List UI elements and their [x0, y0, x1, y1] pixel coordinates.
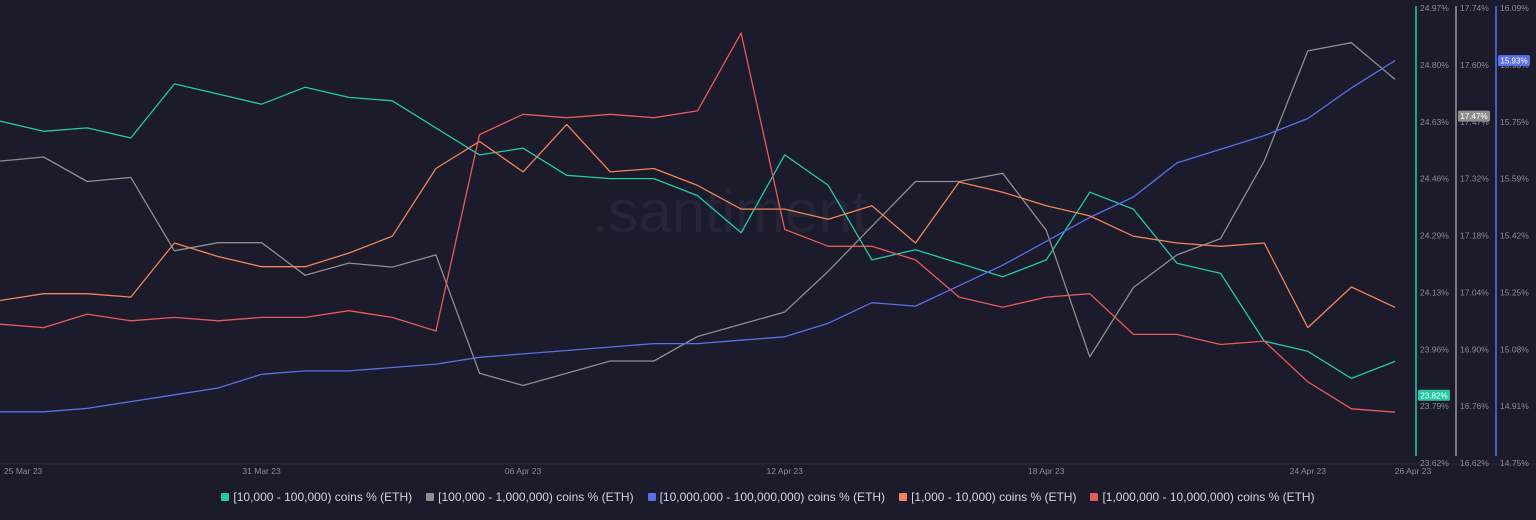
y-tick-label: 16.90%	[1460, 344, 1489, 354]
y-tick-label: 24.46%	[1420, 174, 1449, 184]
end-value-badge-1: 17.47%	[1458, 110, 1490, 122]
watermark: .santiment	[592, 178, 869, 245]
y-tick-label: 17.74%	[1460, 3, 1489, 13]
legend-label: [1,000 - 10,000) coins % (ETH)	[911, 490, 1077, 504]
legend-swatch	[221, 493, 230, 501]
series-line-0	[0, 83, 1396, 380]
y-tick-label: 17.60%	[1460, 60, 1489, 70]
y-tick-label: 24.63%	[1420, 117, 1449, 127]
y-tick-label: 24.80%	[1420, 60, 1449, 70]
y-tick-label: 16.76%	[1460, 401, 1489, 411]
x-axis: 25 Mar 23 31 Mar 23 06 Apr 23 12 Apr 23 18 A…	[4, 466, 1431, 476]
chart-area: .santiment 25 Mar 23 31 Mar 23 06 Apr 23 12…	[0, 3, 1536, 476]
legend-label: [1,000,000 - 10,000,000) coins % (ETH)	[1102, 490, 1315, 504]
legend-item-0[interactable]: [10,000 - 100,000) coins % (ETH)	[221, 490, 412, 504]
legend-swatch	[647, 493, 656, 501]
legend-label: [10,000,000 - 100,000,000) coins % (ETH)	[659, 490, 886, 504]
x-tick-label: 12 Apr 23	[766, 466, 803, 476]
y-tick-label: 15.08%	[1500, 344, 1529, 354]
legend-label: [100,000 - 1,000,000) coins % (ETH)	[438, 490, 634, 504]
legend-item-3[interactable]: [1,000 - 10,000) coins % (ETH)	[899, 490, 1076, 504]
legend: [10,000 - 100,000) coins % (ETH) [100,000…	[0, 490, 1536, 504]
y-tick-label: 16.09%	[1500, 3, 1529, 13]
legend-item-4[interactable]: [1,000,000 - 10,000,000) coins % (ETH)	[1090, 490, 1315, 504]
end-value-badge-bg	[1418, 389, 1450, 401]
y-tick-label: 15.75%	[1500, 117, 1529, 127]
y-tick-label: 23.96%	[1420, 344, 1449, 354]
end-value-badge-label: 23.82%	[1420, 391, 1447, 400]
y-tick-label: 14.75%	[1500, 458, 1529, 468]
x-tick-label: 31 Mar 23	[242, 466, 281, 476]
end-value-badge-0: 23.82%	[1418, 389, 1450, 401]
y-axes: 24.97% 24.80% 24.63% 24.46% 24.29% 24.13% 23.9…	[1415, 3, 1530, 468]
y-tick-label: 17.18%	[1460, 231, 1489, 241]
legend-label: [10,000 - 100,000) coins % (ETH)	[233, 490, 413, 504]
y-tick-label: 17.47%	[1460, 117, 1489, 127]
y-tick-label: 23.62%	[1420, 458, 1449, 468]
y-tick-label: 23.79%	[1420, 401, 1449, 411]
legend-swatch	[899, 493, 908, 501]
legend-swatch	[1090, 493, 1099, 501]
series-line-4	[0, 32, 1396, 413]
y-tick-label: 15.59%	[1500, 174, 1529, 184]
x-tick-label: 06 Apr 23	[505, 466, 542, 476]
x-tick-label: 25 Mar 23	[4, 466, 43, 476]
y-tick-label: 24.13%	[1420, 287, 1449, 297]
y-tick-label: 17.04%	[1460, 287, 1489, 297]
x-tick-label: 24 Apr 23	[1290, 466, 1327, 476]
y-tick-label: 24.29%	[1420, 231, 1449, 241]
end-value-badge-label: 15.93%	[1500, 57, 1527, 66]
end-value-badge-bg	[1458, 110, 1490, 122]
legend-item-2[interactable]: [10,000,000 - 100,000,000) coins % (ETH)	[647, 490, 886, 504]
series-lines	[0, 32, 1396, 413]
y-tick-label: 24.97%	[1420, 3, 1449, 13]
x-tick-label: 18 Apr 23	[1028, 466, 1065, 476]
x-tick-label: 26 Apr 23	[1395, 466, 1432, 476]
series-line-2	[0, 60, 1396, 413]
legend-swatch	[426, 493, 435, 501]
y-tick-label: 16.62%	[1460, 458, 1489, 468]
y-tick-label: 15.25%	[1500, 287, 1529, 297]
y-tick-label: 17.32%	[1460, 174, 1489, 184]
y-tick-label: 14.91%	[1500, 401, 1529, 411]
legend-item-1[interactable]: [100,000 - 1,000,000) coins % (ETH)	[426, 490, 634, 504]
end-value-badge-2: 15.93%	[1498, 55, 1530, 67]
end-value-badge-label: 17.47%	[1460, 112, 1487, 121]
series-line-1	[0, 42, 1396, 387]
end-value-badge-bg	[1498, 55, 1530, 67]
y-tick-label: 15.42%	[1500, 231, 1529, 241]
series-line-3	[0, 123, 1396, 329]
